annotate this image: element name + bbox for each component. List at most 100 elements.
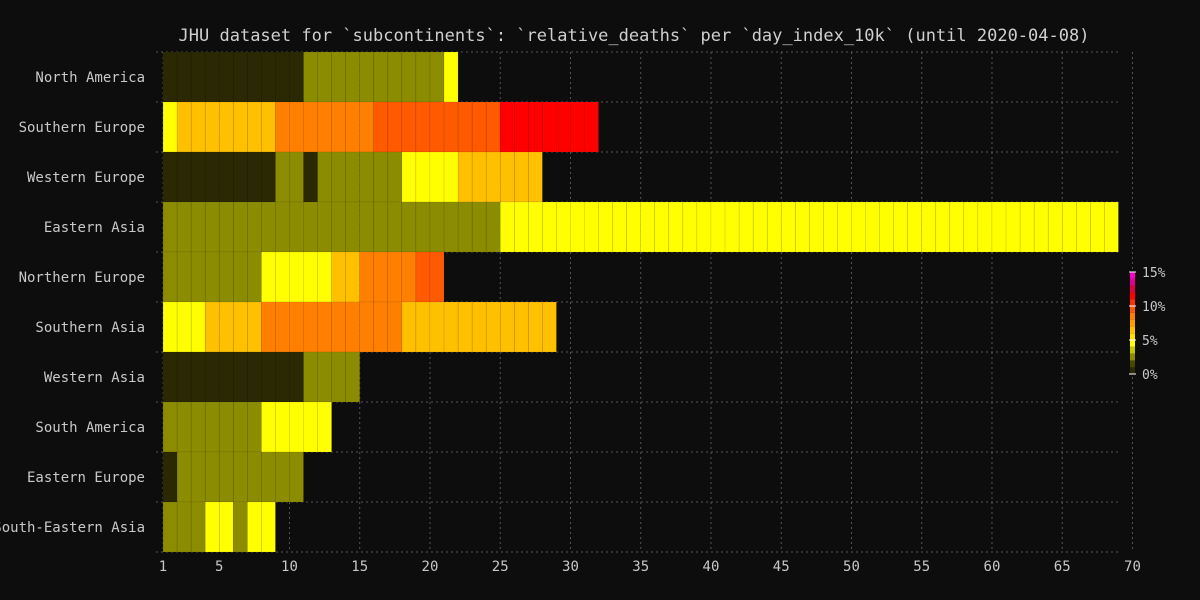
heatmap-cell <box>247 301 262 353</box>
heatmap-cell <box>162 251 178 303</box>
heatmap-cell <box>289 301 304 353</box>
heatmap-cell <box>317 201 332 253</box>
heatmap-cell <box>247 501 262 553</box>
x-tick-label: 5 <box>215 559 223 575</box>
heatmap-cell <box>471 151 487 203</box>
heatmap-cell <box>176 201 192 253</box>
heatmap-cell <box>247 151 262 203</box>
heatmap-cell <box>247 201 262 253</box>
heatmap-cell <box>359 201 375 253</box>
heatmap-cell <box>190 301 206 353</box>
heatmap-cell <box>710 201 726 253</box>
heatmap-cell <box>429 151 445 203</box>
heatmap-cell <box>654 201 670 253</box>
heatmap-cell <box>232 501 248 553</box>
heatmap-cell <box>261 401 276 453</box>
heatmap-cell <box>429 251 445 303</box>
heatmap-cell <box>457 101 473 153</box>
heatmap-cell <box>317 251 332 303</box>
heatmap-cell <box>190 201 206 253</box>
heatmap-cell <box>401 251 417 303</box>
heatmap-cell <box>261 351 276 403</box>
heatmap-cell <box>345 151 361 203</box>
heatmap-cell <box>387 101 403 153</box>
heatmap-cell <box>415 101 431 153</box>
heatmap-cell <box>499 151 515 203</box>
heatmap-cell <box>303 101 318 153</box>
x-tick-label: 50 <box>843 559 860 575</box>
heatmap-cell <box>331 151 346 203</box>
heatmap-cell <box>275 351 290 403</box>
heatmap-cell <box>471 301 487 353</box>
heatmap-cell <box>1104 201 1119 253</box>
heatmap-cell <box>218 151 234 203</box>
heatmap-cell <box>1047 201 1063 253</box>
heatmap-cell <box>275 401 290 453</box>
heatmap-cell <box>949 201 965 253</box>
heatmap-cell <box>261 451 276 503</box>
heatmap-cell <box>429 101 445 153</box>
heatmap-cell <box>401 301 417 353</box>
heatmap-cell <box>612 201 627 253</box>
heatmap-cell <box>373 201 389 253</box>
cells-layer <box>162 51 1119 553</box>
heatmap-cell <box>401 201 417 253</box>
heatmap-cell <box>289 451 304 503</box>
legend-swatch <box>1130 292 1135 300</box>
heatmap-cell <box>963 201 979 253</box>
heatmap-cell <box>204 351 220 403</box>
heatmap-cell <box>373 51 389 103</box>
heatmap-cell <box>317 351 332 403</box>
heatmap-cell <box>232 51 248 103</box>
heatmap-cell <box>176 251 192 303</box>
heatmap-cell <box>204 401 220 453</box>
legend-swatch <box>1130 326 1135 334</box>
heatmap-cell <box>331 351 346 403</box>
heatmap-cell <box>415 51 431 103</box>
legend-swatch <box>1130 333 1135 340</box>
heatmap-cell <box>373 151 389 203</box>
heatmap-cell <box>303 251 318 303</box>
x-tick-label: 60 <box>984 559 1001 575</box>
heatmap-cell <box>415 151 431 203</box>
heatmap-cell <box>542 101 557 153</box>
heatmap-cell <box>345 101 361 153</box>
heatmap-cell <box>865 201 880 253</box>
heatmap-cell <box>317 301 332 353</box>
heatmap-cell <box>162 51 178 103</box>
heatmap-cell <box>401 51 417 103</box>
heatmap-cell <box>247 101 262 153</box>
legend-swatch <box>1130 299 1135 306</box>
x-tick-label: 65 <box>1054 559 1071 575</box>
heatmap-cell <box>668 201 684 253</box>
heatmap-cell <box>275 51 290 103</box>
x-tick-label: 35 <box>632 559 649 575</box>
x-tick-label: 45 <box>773 559 790 575</box>
heatmap-cell <box>977 201 993 253</box>
heatmap-cell <box>373 101 389 153</box>
x-axis-ticks: 1 5 10 15 20 25 30 35 40 45 50 55 60 65 70 <box>159 559 1141 575</box>
heatmap-cell <box>837 201 852 253</box>
heatmap-cell <box>303 201 318 253</box>
color-legend: 0% 5% 10% 15% <box>1129 266 1166 383</box>
heatmap-cell <box>190 51 206 103</box>
heatmap-cell <box>738 201 754 253</box>
x-tick-label: 25 <box>492 559 509 575</box>
heatmap-cell <box>275 201 290 253</box>
heatmap-cell <box>162 501 178 553</box>
heatmap-cell <box>991 201 1007 253</box>
heatmap-cell <box>317 401 332 453</box>
heatmap-cell <box>247 251 262 303</box>
legend-swatch <box>1130 285 1135 293</box>
heatmap-cell <box>499 201 515 253</box>
heatmap-cell <box>289 51 304 103</box>
legend-swatch <box>1130 278 1135 286</box>
row-label: South-Eastern Asia <box>0 520 145 536</box>
heatmap-cell <box>204 51 220 103</box>
heatmap-cell <box>499 301 515 353</box>
heatmap-cell <box>823 201 838 253</box>
heatmap-cell <box>331 201 346 253</box>
heatmap-cell <box>1061 201 1077 253</box>
heatmap-cell <box>682 201 698 253</box>
